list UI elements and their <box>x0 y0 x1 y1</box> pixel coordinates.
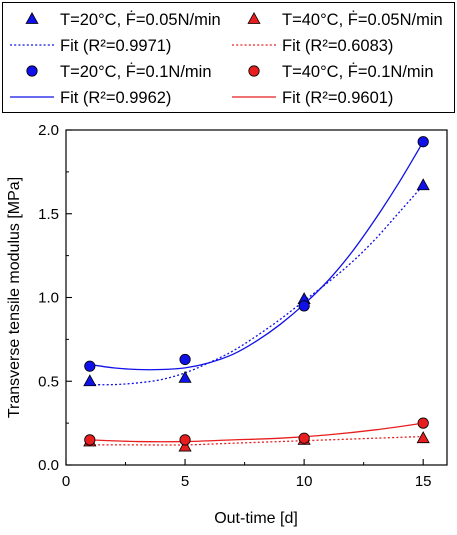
series-3-point-0 <box>84 434 96 446</box>
legend-label-0: T=20°C, Ḟ=0.05N/min <box>60 10 221 29</box>
x-tick-label-1: 5 <box>181 473 189 490</box>
series-3-point-2 <box>298 432 310 444</box>
legend-swatch-5 <box>248 65 260 77</box>
series-1-point-3 <box>417 136 429 148</box>
legend-frame <box>2 2 455 113</box>
legend-swatch-1 <box>247 11 261 24</box>
legend-entry-6: Fit (R²=0.9962) <box>10 89 171 107</box>
series-2-point-1 <box>178 439 192 452</box>
y-tick-label-3: 1.5 <box>38 206 59 223</box>
series-2-point-3 <box>416 431 430 444</box>
y-axis-label: Transverse tensile modulus [MPa] <box>6 177 23 418</box>
legend-label-6: Fit (R²=0.9962) <box>60 89 171 107</box>
x-tick-label-2: 10 <box>296 473 313 490</box>
series-3-point-1 <box>179 434 191 446</box>
legend-label-2: Fit (R²=0.9971) <box>60 37 171 55</box>
chart-plot: 0 5 10 15 0.0 0.5 1.0 1.5 2.0 Out-time [d] Tran… <box>0 118 457 530</box>
legend-entry-7: Fit (R²=0.9601) <box>232 89 393 107</box>
legend-label-1: T=40°C, Ḟ=0.05N/min <box>282 10 443 29</box>
legend-entry-2: Fit (R²=0.9971) <box>10 37 171 55</box>
y-tick-label-2: 1.0 <box>38 290 59 307</box>
legend-entry-4: T=20°C, Ḟ=0.1N/min <box>26 62 212 81</box>
legend-entry-5: T=40°C, Ḟ=0.1N/min <box>248 62 434 81</box>
fit-curve-3 <box>89 422 424 443</box>
y-tick-label-4: 2.0 <box>38 122 59 139</box>
series-0-point-3 <box>416 178 430 191</box>
series-1-point-2 <box>298 300 310 312</box>
y-tick-label-1: 0.5 <box>38 373 59 390</box>
y-tick-label-0: 0.0 <box>38 457 59 474</box>
x-tick-label-3: 15 <box>415 473 432 490</box>
series-1-point-0 <box>84 360 96 372</box>
series-0-point-1 <box>178 370 192 383</box>
legend-label-3: Fit (R²=0.6083) <box>282 37 393 55</box>
fit-curve-0 <box>89 184 424 386</box>
x-tick-label-0: 0 <box>62 473 70 490</box>
series-0-point-0 <box>83 374 97 387</box>
series-3-point-3 <box>417 417 429 429</box>
legend-entry-3: Fit (R²=0.6083) <box>232 37 393 55</box>
legend-entry-0: T=20°C, Ḟ=0.05N/min <box>25 10 221 29</box>
fit-curve-1 <box>89 141 424 371</box>
legend-label-7: Fit (R²=0.9601) <box>282 89 393 107</box>
legend-swatch-0 <box>25 11 39 24</box>
legend-swatch-4 <box>26 65 38 77</box>
x-axis-label: Out-time [d] <box>214 510 298 527</box>
legend-label-4: T=20°C, Ḟ=0.1N/min <box>60 62 212 81</box>
series-1-point-1 <box>179 353 191 366</box>
fit-curve-2 <box>89 435 424 446</box>
chart-legend: T=20°C, Ḟ=0.05N/min T=40°C, Ḟ=0.05N/min Fi… <box>2 2 455 113</box>
plot-frame <box>65 129 448 466</box>
legend-label-5: T=40°C, Ḟ=0.1N/min <box>282 62 434 81</box>
legend-entry-1: T=40°C, Ḟ=0.05N/min <box>247 10 443 29</box>
